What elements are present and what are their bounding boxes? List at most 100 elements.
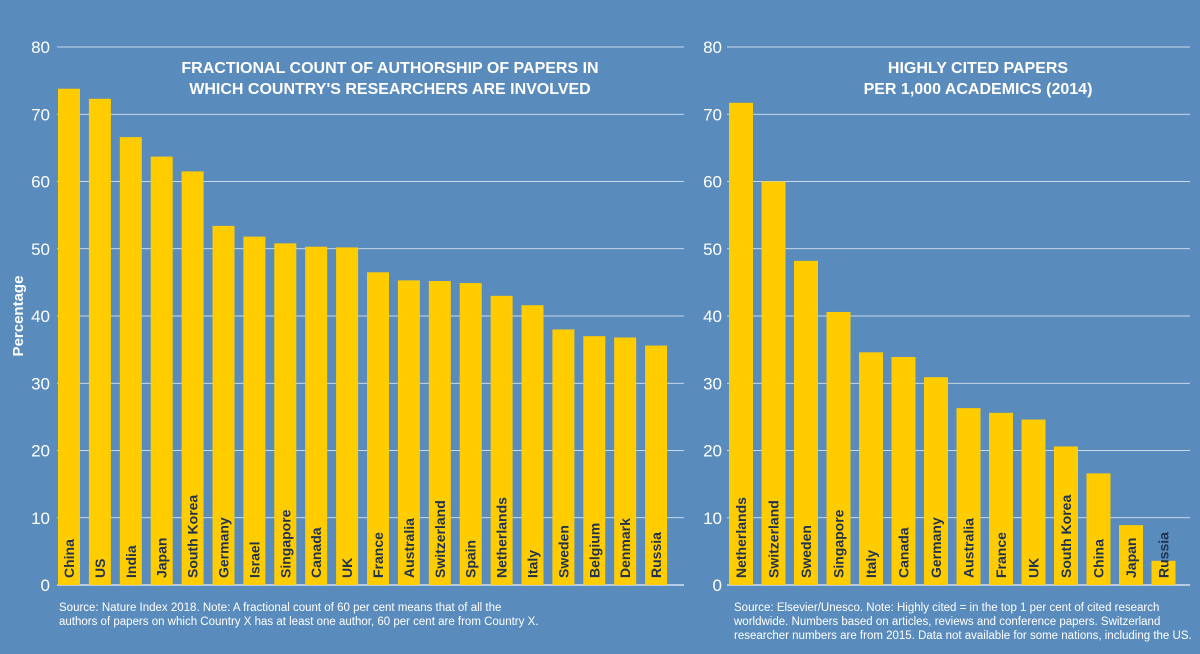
chart-title-line: PER 1,000 ACADEMICS (2014) [864, 81, 1093, 98]
y-tick-label: 80 [31, 38, 50, 57]
bar-category-label: Denmark [617, 518, 633, 578]
bar-category-label: Sweden [555, 525, 571, 578]
bar-category-label: US [92, 559, 108, 578]
bar-category-label: France [993, 532, 1009, 578]
bar-category-label: Germany [216, 517, 232, 578]
bar-category-label: Israel [246, 541, 262, 578]
bar-category-label: UK [339, 558, 355, 578]
y-tick-label: 40 [703, 307, 722, 326]
y-tick-label: 30 [31, 374, 50, 393]
bar [336, 247, 359, 585]
y-tick-label: 60 [31, 173, 50, 192]
bar [956, 408, 981, 585]
y-tick-label: 80 [703, 38, 722, 57]
bar [761, 181, 786, 585]
bar-category-label: Belgium [586, 523, 602, 578]
bar-category-label: Italy [863, 550, 879, 578]
bar-category-label: China [1091, 539, 1107, 578]
bar [1021, 419, 1046, 585]
chart-title-line: FRACTIONAL COUNT OF AUTHORSHIP OF PAPERS… [181, 60, 598, 77]
y-tick-label: 60 [703, 173, 722, 192]
y-tick-label: 30 [703, 374, 722, 393]
bar-category-label: Switzerland [432, 500, 448, 578]
bar [428, 281, 451, 585]
bar [58, 88, 80, 585]
bar [614, 337, 637, 585]
bar [1119, 525, 1143, 585]
y-tick-label: 10 [31, 509, 50, 528]
bar [150, 156, 173, 585]
bar [88, 98, 111, 585]
y-tick-label: 50 [31, 240, 50, 259]
y-tick-label: 20 [703, 442, 722, 461]
bar [397, 280, 420, 585]
bar-category-label: Australia [401, 518, 417, 578]
bar-category-label: Russia [648, 532, 664, 578]
bar-category-label: Italy [525, 550, 541, 578]
bar [859, 352, 883, 585]
bar-category-label: Canada [308, 527, 324, 578]
source-line: worldwide. Numbers based on articles, re… [734, 616, 1161, 628]
bar [274, 243, 297, 585]
y-axis-label: Percentage [10, 276, 27, 357]
bar-category-label: Australia [961, 518, 977, 578]
bar [459, 283, 482, 585]
bar-category-label: Switzerland [766, 500, 782, 578]
bar-category-label: Singapore [277, 509, 293, 578]
bar [729, 102, 753, 585]
left-chart: 0 10 20 30 40 50 60 70 80 China US India Japan South … [10, 38, 684, 595]
bar [1086, 473, 1111, 585]
bar [924, 377, 948, 585]
y-tick-label: 0 [713, 576, 722, 595]
bar [1054, 446, 1078, 585]
bar-category-label: Japan [1123, 538, 1139, 578]
bar [243, 236, 266, 585]
bar [794, 260, 818, 585]
bar-category-label: South Korea [1058, 495, 1074, 578]
bar-category-label: Netherlands [733, 497, 749, 578]
source-line: Source: Elsevier/Unesco. Note: Highly ci… [734, 602, 1160, 614]
bar [305, 246, 328, 586]
bar-category-label: India [123, 545, 139, 578]
source-line: researcher numbers are from 2015. Data n… [734, 630, 1192, 642]
y-tick-label: 70 [703, 105, 722, 124]
bar-category-label: Japan [154, 538, 170, 578]
source-line: Source: Nature Index 2018. Note: A fract… [59, 602, 502, 614]
bar [1151, 560, 1176, 585]
chart-title-line: HIGHLY CITED PAPERS [888, 60, 1069, 77]
bar-category-label: Russia [1156, 532, 1172, 578]
bar [212, 225, 235, 585]
bar [119, 137, 142, 586]
bar [490, 295, 513, 585]
bar [181, 171, 204, 585]
bar-category-label: China [61, 539, 77, 578]
bar-category-label: Singapore [831, 509, 847, 578]
bar [645, 345, 668, 585]
bar [826, 311, 851, 585]
bar-category-label: UK [1026, 558, 1042, 578]
bar-category-label: Spain [463, 540, 479, 578]
bar-category-label: South Korea [185, 495, 201, 578]
bar-category-label: Netherlands [494, 497, 510, 578]
y-tick-label: 20 [31, 442, 50, 461]
bar [552, 329, 575, 585]
right-chart-source-note: Source: Elsevier/Unesco. Note: Highly ci… [734, 601, 1192, 643]
bar-category-label: Sweden [798, 525, 814, 578]
bar [367, 272, 389, 585]
bar [521, 305, 544, 585]
y-tick-label: 10 [703, 509, 722, 528]
bar [583, 336, 606, 585]
bar [891, 357, 916, 585]
right-chart: 0 10 20 30 40 50 60 70 80 Netherlands Switzerland S… [703, 38, 1190, 595]
bar-category-label: France [370, 532, 386, 578]
bar [989, 412, 1013, 585]
y-tick-label: 50 [703, 240, 722, 259]
chart-title-line: WHICH COUNTRY'S RESEARCHERS ARE INVOLVED [189, 81, 590, 98]
left-chart-source-note: Source: Nature Index 2018. Note: A fract… [59, 601, 538, 629]
source-line: authors of papers on which Country X has… [59, 616, 539, 628]
y-tick-label: 0 [41, 576, 50, 595]
y-tick-label: 40 [31, 307, 50, 326]
bar-category-label: Germany [928, 517, 944, 578]
